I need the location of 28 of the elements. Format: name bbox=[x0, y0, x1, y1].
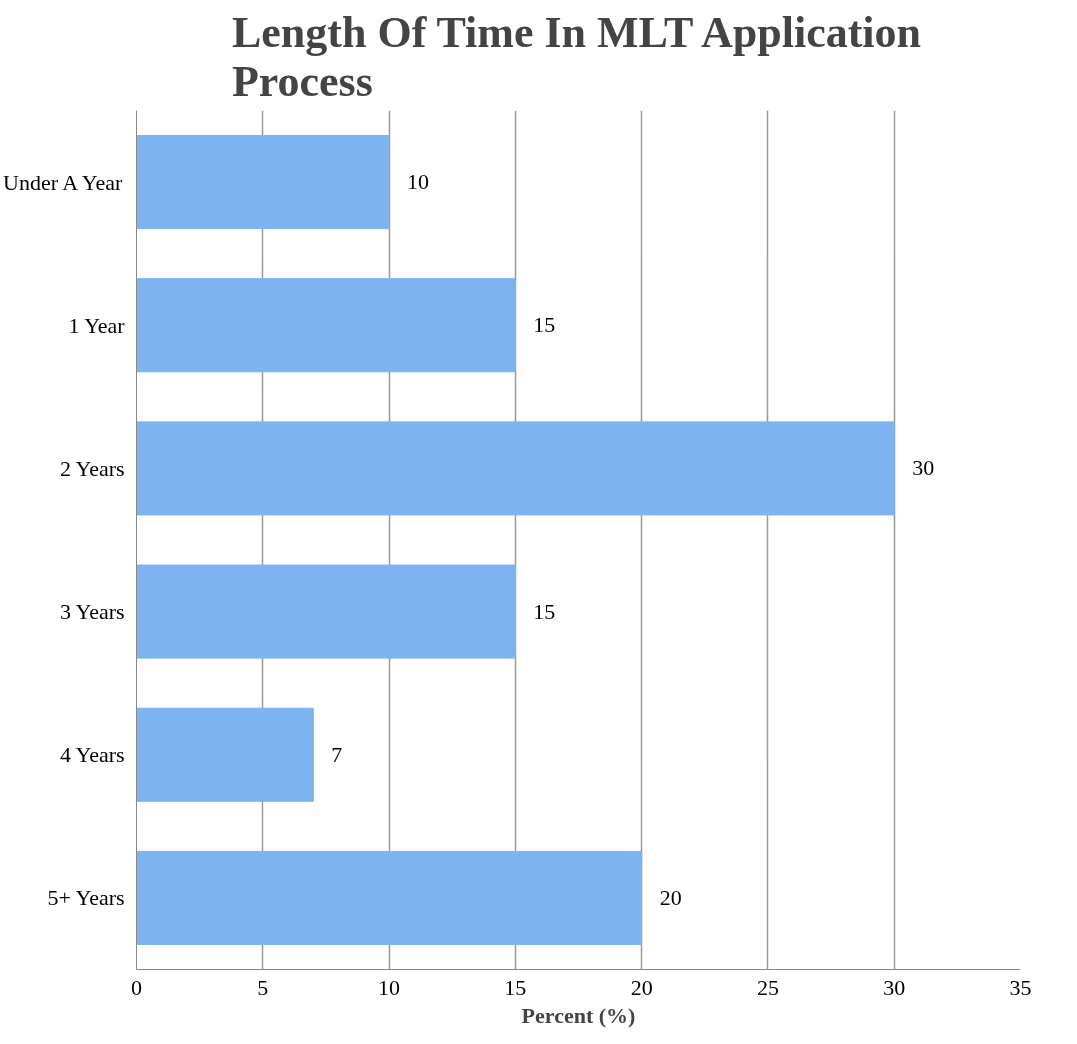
chart-title: Length Of Time In MLT Application Process bbox=[231, 7, 922, 106]
x-tick-label: 30 bbox=[883, 974, 906, 1000]
x-tick-label: 0 bbox=[131, 974, 142, 1000]
y-tick-label: 1 Year bbox=[68, 312, 126, 338]
bar bbox=[136, 564, 516, 659]
y-tick-label: 4 Years bbox=[59, 742, 125, 768]
bar bbox=[136, 707, 314, 802]
bar bbox=[136, 278, 516, 373]
y-tick-label: Under A Year bbox=[3, 169, 123, 195]
x-tick-label: 35 bbox=[1009, 974, 1032, 1000]
x-tick-label: 10 bbox=[378, 974, 401, 1000]
bar bbox=[136, 421, 895, 516]
data-label: 10 bbox=[407, 169, 430, 195]
x-tick-label: 20 bbox=[630, 974, 653, 1000]
y-tick-label: 5+ Years bbox=[47, 885, 125, 911]
data-label: 15 bbox=[533, 598, 556, 624]
data-label: 20 bbox=[659, 884, 682, 910]
data-label: 30 bbox=[912, 455, 935, 481]
data-label: 15 bbox=[533, 312, 556, 338]
x-tick-label: 25 bbox=[756, 974, 779, 1000]
x-axis-title: Percent (%) bbox=[521, 1002, 636, 1028]
x-tick-label: 15 bbox=[504, 974, 527, 1000]
y-tick-label: 3 Years bbox=[59, 599, 125, 625]
y-tick-label: 2 Years bbox=[59, 455, 125, 481]
bar bbox=[136, 135, 390, 230]
data-label: 7 bbox=[331, 741, 343, 767]
x-tick-label: 5 bbox=[257, 974, 269, 1000]
bar bbox=[136, 850, 643, 945]
